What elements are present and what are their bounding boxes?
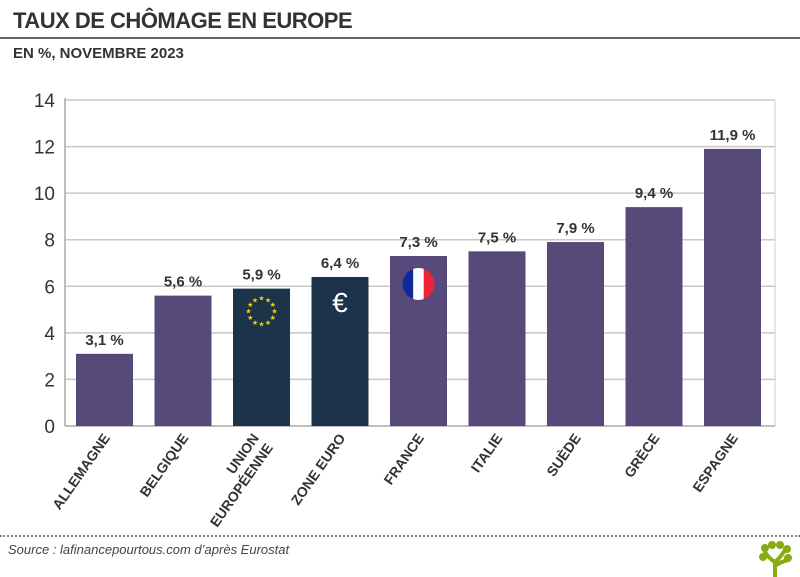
x-tick-label: FRANCE	[380, 431, 427, 488]
euro-icon: €	[332, 287, 348, 318]
y-tick-label: 8	[44, 231, 55, 252]
data-label: 7,9 %	[556, 220, 594, 237]
x-tick-label: SUÈDE	[543, 431, 584, 480]
chart-title: TAUX DE CHÔMAGE EN EUROPE	[13, 8, 353, 33]
bar	[233, 288, 290, 426]
star: ★	[270, 301, 276, 309]
france-flag-icon	[402, 268, 435, 301]
flag-blue	[402, 268, 414, 301]
bar	[76, 353, 133, 426]
bar	[704, 148, 761, 426]
x-tick-label-line: ITALIE	[468, 431, 506, 476]
flag-red	[423, 268, 435, 301]
star: ★	[271, 308, 277, 316]
data-label: 9,4 %	[635, 185, 673, 202]
star: ★	[258, 321, 264, 329]
x-tick-label: ITALIE	[468, 431, 506, 476]
x-tick-label: UNIONEUROPÉENNE	[193, 431, 276, 530]
data-label: 7,3 %	[399, 234, 437, 251]
star: ★	[265, 319, 271, 327]
bar	[547, 242, 604, 426]
x-tick-label-line: FRANCE	[380, 431, 427, 488]
x-tick-label-line: ZONE EURO	[288, 430, 349, 507]
chart-subtitle: EN %, NOVEMBRE 2023	[13, 45, 184, 62]
x-tick-label-line: BELGIQUE	[136, 431, 191, 500]
y-tick-label: 12	[34, 138, 55, 159]
star: ★	[270, 314, 276, 322]
data-label: 6,4 %	[321, 255, 359, 272]
x-tick-label: ALLEMAGNE	[49, 431, 113, 513]
x-tick-label: GRÈCE	[621, 431, 663, 481]
bar	[468, 251, 526, 426]
x-tick-label-line: ALLEMAGNE	[49, 431, 113, 513]
flag-white	[413, 268, 424, 301]
y-tick-label: 10	[34, 184, 55, 205]
star: ★	[258, 295, 264, 303]
y-tick-label: 4	[44, 324, 55, 345]
x-tick-label: ESPAGNE	[689, 431, 741, 495]
x-tick-label-line: GRÈCE	[621, 431, 663, 481]
footer-divider	[0, 535, 800, 537]
y-tick-label: 2	[44, 370, 55, 391]
x-tick-label-line: SUÈDE	[543, 431, 584, 480]
x-tick-label-line: ESPAGNE	[689, 431, 741, 495]
data-label: 7,5 %	[478, 229, 516, 246]
bar	[625, 207, 683, 426]
eu-stars-icon: ★ ★★★★★★★★★★★	[245, 295, 277, 329]
data-label: 3,1 %	[85, 332, 123, 349]
bar	[311, 276, 369, 426]
data-label: 5,6 %	[164, 274, 202, 291]
x-tick-label: BELGIQUE	[136, 431, 191, 500]
y-tick-label: 14	[34, 91, 56, 112]
x-tick-label: ZONE EURO	[288, 430, 349, 507]
star: ★	[252, 296, 258, 304]
y-tick-label: 6	[44, 277, 55, 298]
data-label: 5,9 %	[242, 267, 280, 284]
star: ★	[245, 308, 251, 316]
title-divider	[0, 37, 800, 39]
star: ★	[252, 319, 258, 327]
star: ★	[265, 296, 271, 304]
source-note: Source : lafinancepourtous.com d’après E…	[8, 542, 290, 557]
y-tick-label: 0	[44, 417, 55, 438]
tree-logo	[759, 541, 792, 577]
bar-chart: 0 2 4 6 8 10 12 14 3,1 % ALLEMAGNE 5,6 % BELGIQUE 5,…	[34, 91, 776, 530]
bar	[154, 295, 212, 426]
star: ★	[247, 301, 253, 309]
data-label: 11,9 %	[710, 127, 756, 144]
star: ★	[247, 314, 253, 322]
